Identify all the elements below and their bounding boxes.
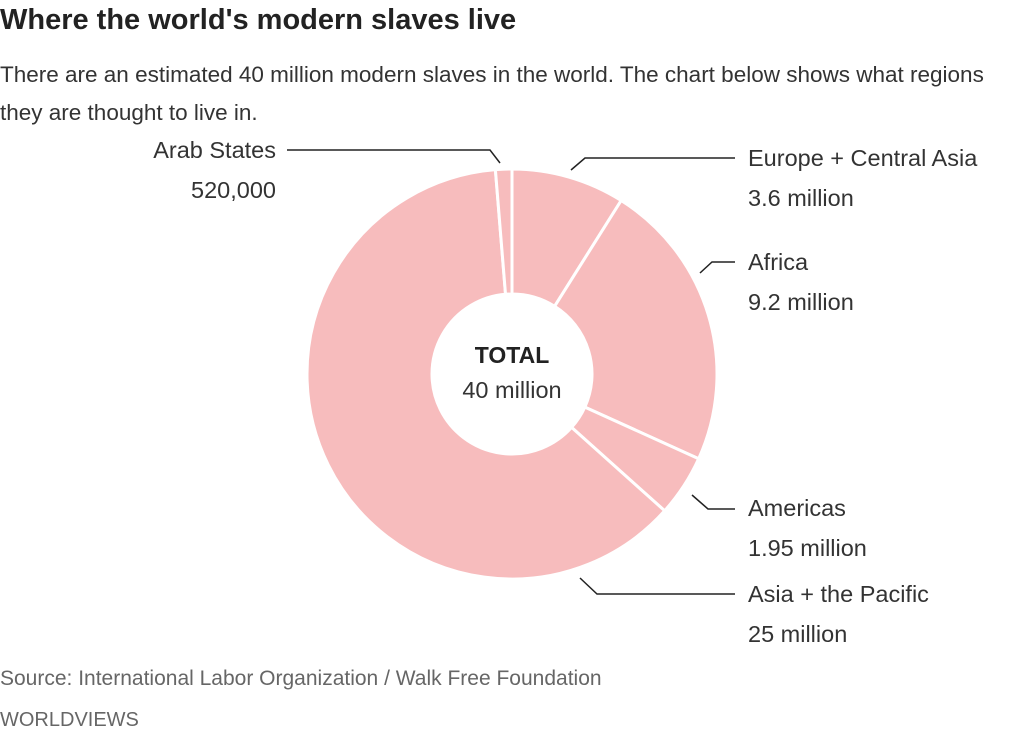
label-europe-name: Europe + Central Asia	[748, 145, 978, 171]
chart-title: Where the world's modern slaves live	[0, 4, 517, 36]
label-arab-states-name: Arab States	[153, 137, 276, 163]
leader-line-americas	[691, 494, 735, 510]
leader-line-europe	[570, 157, 735, 171]
slice-africa	[552, 198, 719, 461]
leader-line-africa	[699, 261, 735, 274]
source-note: Source: International Labor Organization…	[0, 667, 602, 690]
chart-subtitle: There are an estimated 40 million modern…	[0, 62, 984, 125]
label-asia-pacific: Asia + the Pacific 25 million	[748, 574, 929, 654]
center-total-title: TOTAL	[474, 342, 550, 368]
label-africa-value: 9.2 million	[748, 289, 854, 315]
label-africa-name: Africa	[748, 249, 809, 275]
leader-line-arab-states	[287, 149, 501, 164]
label-americas-name: Americas	[748, 495, 846, 521]
slice-arab-states	[493, 167, 514, 296]
label-asia-pacific-name: Asia + the Pacific	[748, 581, 929, 607]
brand-label: WORLDVIEWS	[0, 709, 139, 731]
slice-asia-the-pacific	[305, 168, 667, 581]
label-africa: Africa 9.2 million	[748, 242, 854, 322]
label-europe: Europe + Central Asia 3.6 million	[748, 138, 977, 218]
center-total-value: 40 million	[462, 377, 562, 403]
label-americas: Americas 1.95 million	[748, 488, 867, 568]
label-europe-value: 3.6 million	[748, 185, 854, 211]
label-americas-value: 1.95 million	[748, 535, 867, 561]
leader-line-asia-pacific	[579, 577, 735, 595]
label-asia-pacific-value: 25 million	[748, 621, 848, 647]
label-arab-states-value: 520,000	[191, 177, 276, 203]
label-arab-states: Arab States 520,000	[153, 130, 276, 210]
